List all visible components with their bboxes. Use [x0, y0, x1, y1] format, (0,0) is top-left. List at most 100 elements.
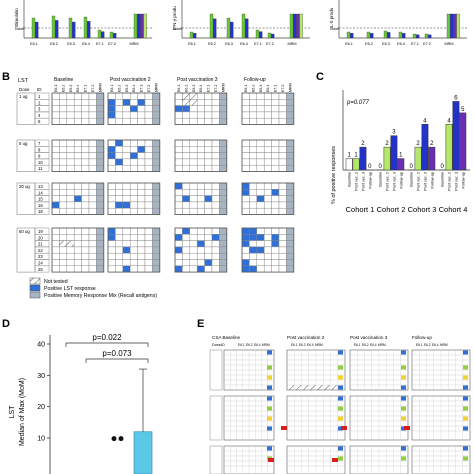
top-xtick: E7.1 — [254, 42, 262, 46]
panel-e-mrm-cell — [401, 385, 406, 390]
panel-e-mrm-cell — [463, 350, 468, 355]
panel-b-cell — [271, 99, 280, 106]
panel-b-cell — [96, 234, 105, 241]
panel-b-cell — [96, 195, 105, 203]
top-cutoff-label: cutoff — [330, 27, 340, 31]
panel-b-cell — [182, 152, 191, 160]
panel-b-cell — [256, 252, 265, 260]
panel-b-dose: 1 ug — [19, 94, 28, 99]
panel-b-cell — [196, 240, 205, 248]
top-bar — [366, 31, 371, 39]
panel-b-cell — [271, 105, 280, 113]
panel-b-col-label: E6.4 — [132, 85, 136, 92]
panel-b-cell — [204, 265, 213, 273]
panel-b-cell — [152, 240, 161, 248]
panel-c-bar-chart: C % of positive responses p=0.077 1 Basel… — [316, 71, 470, 214]
panel-b-cell — [115, 158, 124, 166]
panel-b-cell — [137, 207, 146, 215]
panel-d-ytick-label: 20 — [37, 404, 45, 411]
panel-b-cell — [256, 189, 265, 196]
top-bar — [267, 32, 272, 39]
panel-b-cell — [129, 201, 138, 209]
panel-b-cell — [271, 246, 280, 254]
panel-b-col-label: E6.3 — [259, 85, 263, 92]
panel-b-cell — [271, 207, 280, 215]
panel-b-cell — [144, 158, 153, 166]
panel-b-cell — [59, 201, 68, 209]
top-bar — [68, 17, 73, 39]
panel-b-cell — [189, 201, 198, 209]
panel-b-cell — [219, 152, 228, 160]
panel-b-cell — [129, 259, 138, 267]
panel-b-cell — [263, 195, 272, 203]
panel-b-cell — [204, 152, 213, 160]
panel-b-cell — [286, 240, 295, 248]
panel-b-cell — [59, 152, 68, 160]
panel-e-mrm-cell — [267, 406, 272, 411]
panel-b-cell — [241, 234, 250, 241]
panel-b-cell — [107, 265, 116, 273]
panel-b-id: 19 — [38, 229, 43, 234]
top-ylabel: Stimulatio — [14, 8, 19, 28]
panel-b-cell — [219, 92, 228, 100]
panel-b-cell — [115, 117, 124, 125]
panel-b-cell — [144, 195, 153, 203]
panel-b-cell — [174, 265, 183, 273]
panel-b-cell — [278, 146, 287, 153]
panel-b-cell — [81, 259, 90, 267]
panel-b-cell — [263, 189, 272, 196]
panel-b-cell — [249, 207, 258, 215]
top-bar — [31, 17, 36, 39]
panel-b-cell — [286, 259, 295, 267]
panel-b-cell — [88, 240, 97, 248]
panel-b-id: 16 — [38, 203, 43, 208]
panel-b-cell — [81, 105, 90, 113]
panel-b-section-1: Post vaccination 2 — [110, 77, 151, 83]
panel-b-cell — [144, 117, 153, 125]
panel-b-cell — [144, 246, 153, 254]
panel-b-cell — [73, 146, 82, 153]
panel-b-cell — [152, 111, 161, 119]
panel-b-cell — [189, 99, 198, 106]
panel-b-cell — [189, 195, 198, 203]
panel-b-cell — [278, 240, 287, 248]
panel-b-cell — [211, 234, 220, 241]
panel-b-cell — [196, 146, 205, 153]
panel-b-cell — [241, 201, 250, 209]
panel-b-cell — [137, 227, 146, 235]
panel-e-col-label: E6.2 — [424, 343, 431, 347]
panel-b-cell — [271, 252, 280, 260]
panel-e-mrm-cell — [267, 416, 272, 421]
panel-b-section-frame — [107, 227, 161, 273]
panel-b-cell — [263, 227, 272, 235]
panel-b-id: 10 — [38, 160, 43, 165]
panel-b-cell — [152, 195, 161, 203]
panel-b-cell — [152, 182, 161, 190]
panel-b-cell — [196, 111, 205, 119]
top-xtick: E6.3 — [225, 42, 233, 46]
top-xtick: E6.2 — [208, 42, 216, 46]
panel-b-cell — [278, 92, 287, 100]
panel-c-bar-value: 2 — [385, 141, 389, 147]
panel-b-section-frame — [241, 182, 295, 215]
panel-b-cell — [81, 111, 90, 119]
panel-b-cell — [129, 146, 138, 153]
panel-b-col-label: E6.3 — [125, 85, 129, 92]
panel-b-cell — [107, 252, 116, 260]
panel-b-id: 25 — [38, 267, 43, 272]
panel-b-cell — [182, 182, 191, 190]
panel-b-cell — [241, 240, 250, 248]
panel-b-cell — [66, 246, 75, 254]
panel-e-dose-cell — [209, 395, 223, 441]
top-xtick: E6.3 — [67, 42, 75, 46]
panel-c-ylabel: % of positive responses — [331, 146, 337, 204]
panel-b-cell — [59, 265, 68, 273]
panel-b-cell — [152, 189, 161, 196]
panel-e-section-3: Follow-up — [412, 335, 432, 340]
panel-b-cell — [129, 189, 138, 196]
panel-b-cell — [286, 246, 295, 254]
panel-b-col-label: E7.2 — [91, 85, 95, 92]
panel-b-col-label: E7.2 — [281, 85, 285, 92]
panel-b-cell — [115, 92, 124, 100]
top-bar — [87, 21, 91, 39]
